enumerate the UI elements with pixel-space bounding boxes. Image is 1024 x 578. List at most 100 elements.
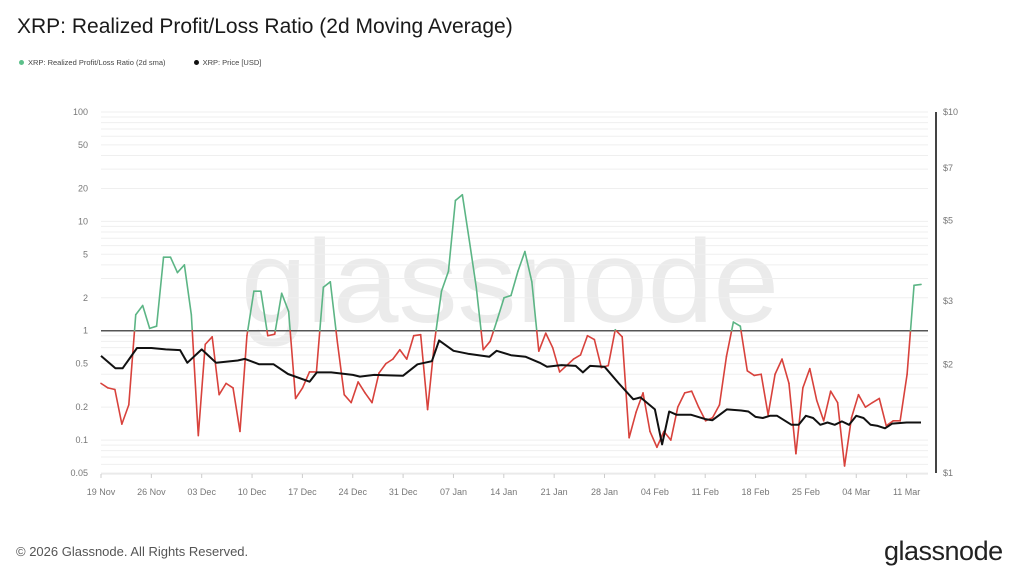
chart-title: XRP: Realized Profit/Loss Ratio (2d Movi…	[17, 15, 513, 38]
ratio-segment-loss	[225, 382, 234, 389]
ratio-segment-loss	[767, 373, 776, 416]
ratio-segment-loss	[857, 393, 867, 408]
left-axis-tick-label: 2	[83, 293, 88, 303]
ratio-segment-loss	[211, 335, 220, 396]
right-axis-tick-label: $10	[943, 107, 958, 117]
ratio-segment-profit	[531, 281, 538, 332]
ratio-segment-loss	[781, 358, 790, 385]
left-axis-tick-label: 5	[83, 249, 88, 259]
ratio-segment-loss	[621, 335, 630, 439]
x-axis-tick-label: 18 Feb	[742, 487, 770, 497]
ratio-segment-loss	[836, 401, 846, 467]
ratio-segment-loss	[871, 397, 881, 404]
ratio-segment-profit	[319, 286, 325, 332]
ratio-segment-loss	[289, 329, 297, 400]
ratio-segment-loss	[204, 335, 213, 346]
ratio-segment-loss	[335, 329, 339, 343]
ratio-segment-profit	[510, 270, 519, 297]
glassnode-logo: glassnode	[884, 536, 1003, 566]
ratio-segment-profit	[176, 264, 186, 274]
ratio-segment-loss	[593, 338, 603, 369]
left-axis-tick-label: 0.05	[70, 468, 88, 478]
legend: XRP: Realized Profit/Loss Ratio (2d sma)…	[19, 58, 261, 67]
ratio-segment-profit	[447, 199, 457, 273]
copyright-footer: © 2026 Glassnode. All Rights Reserved.	[16, 544, 249, 559]
left-axis-tick-label: 0.1	[75, 435, 88, 445]
ratio-segment-loss	[294, 387, 304, 400]
ratio-segment-loss	[690, 390, 700, 408]
left-axis-tick-label: 0.2	[75, 402, 88, 412]
ratio-segment-loss	[753, 373, 762, 377]
legend-item-price[interactable]: XRP: Price [USD]	[193, 58, 261, 67]
legend-ratio-dot-icon	[19, 60, 24, 65]
ratio-segment-loss	[480, 329, 485, 351]
x-axis-tick-label: 17 Dec	[288, 487, 317, 497]
ratio-segment-loss	[218, 382, 227, 396]
x-axis-tick-label: 19 Nov	[87, 487, 116, 497]
left-axis-tick-label: 100	[73, 107, 88, 117]
ratio-segment-loss	[419, 333, 429, 411]
ratio-segment-loss	[412, 333, 422, 337]
ratio-segment-loss	[683, 390, 693, 394]
ratio-segment-loss	[266, 329, 269, 337]
left-axis-tick-label: 0.5	[75, 359, 88, 369]
ratio-segment-loss	[392, 348, 401, 360]
ratio-segment-profit	[287, 310, 291, 332]
ratio-segment-profit	[322, 281, 332, 289]
ratio-segment-loss	[551, 346, 561, 373]
ratio-segment-loss	[615, 329, 623, 338]
x-axis-tick-label: 03 Dec	[187, 487, 216, 497]
x-axis-tick-label: 25 Feb	[792, 487, 820, 497]
ratio-segment-loss	[579, 334, 589, 356]
ratio-segment-loss	[121, 404, 130, 425]
ratio-segment-profit	[730, 321, 735, 332]
ratio-segment-loss	[489, 329, 495, 343]
ratio-segment-loss	[405, 334, 415, 360]
left-axis-tick-label: 1	[83, 326, 88, 336]
ratio-segment-profit	[440, 270, 450, 292]
ratio-segment-loss	[127, 329, 136, 406]
ratio-segment-loss	[572, 354, 582, 360]
ratio-segment-profit	[461, 193, 471, 242]
ratio-segment-loss	[357, 381, 366, 394]
x-axis-tick-label: 04 Feb	[641, 487, 669, 497]
legend-item-ratio[interactable]: XRP: Realized Profit/Loss Ratio (2d sma)	[19, 58, 166, 67]
ratio-segment-profit	[913, 283, 922, 287]
ratio-segment-profit	[155, 256, 165, 327]
ratio-segment-loss	[815, 399, 825, 422]
ratio-segment-loss	[843, 416, 853, 467]
ratio-segment-profit	[732, 321, 742, 327]
ratio-segment-loss	[191, 329, 200, 437]
ratio-segment-profit	[169, 256, 179, 274]
ratio-segment-loss	[760, 373, 769, 416]
ratio-segment-loss	[711, 404, 721, 419]
ratio-segment-profit	[260, 290, 268, 332]
ratio-segment-profit	[475, 286, 482, 332]
ratio-segment-loss	[670, 406, 679, 441]
ratio-segment-loss	[899, 373, 908, 422]
x-axis-tick-label: 11 Mar	[893, 487, 920, 497]
ratio-segment-loss	[399, 348, 408, 360]
watermark: glassnode	[241, 216, 779, 348]
ratio-segment-loss	[809, 367, 818, 402]
ratio-segment-profit	[280, 292, 290, 313]
ratio-segment-loss	[676, 392, 686, 408]
ratio-segment-loss	[878, 397, 888, 427]
ratio-segment-loss	[378, 362, 387, 374]
ratio-segment-profit	[524, 250, 533, 283]
ratio-segment-profit	[190, 313, 194, 332]
ratio-segment-profit	[454, 193, 464, 202]
left-axis-tick-label: 20	[78, 183, 88, 193]
ratio-segment-loss	[371, 372, 380, 404]
x-axis-tick-label: 31 Dec	[389, 487, 418, 497]
right-axis-tick-label: $2	[943, 359, 953, 369]
ratio-segment-loss	[850, 393, 860, 419]
x-axis-tick-label: 14 Jan	[490, 487, 517, 497]
ratio-segment-loss	[482, 340, 491, 351]
ratio-segment-loss	[864, 401, 874, 408]
ratio-segment-loss	[350, 381, 359, 404]
ratio-segment-profit	[133, 313, 137, 332]
ratio-segment-profit	[141, 304, 151, 330]
ratio-segment-profit	[183, 264, 193, 316]
ratio-segment-loss	[537, 332, 547, 352]
